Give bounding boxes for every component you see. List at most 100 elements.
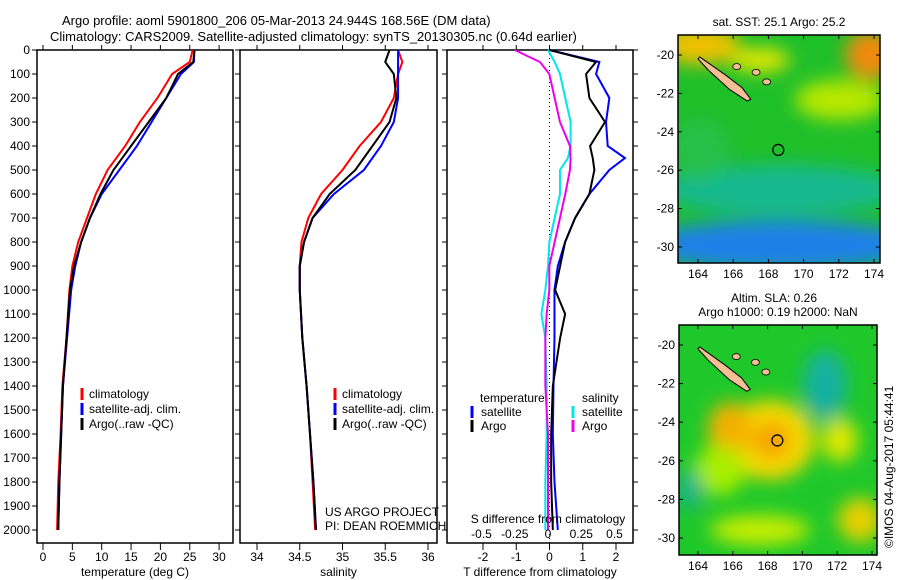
y-tick-label: 500 — [10, 163, 30, 177]
y-tick-label: 2000 — [3, 523, 30, 537]
sla-map-title: Altim. SLA: 0.26 — [731, 291, 817, 305]
profile-line-argo-raw-qc- — [57, 49, 196, 531]
diff-line-s-argo — [514, 49, 572, 530]
pi-label: PI: DEAN ROEMMICH — [325, 519, 446, 533]
y-tick-label: 1400 — [3, 379, 30, 393]
s-tick-label: -0.5 — [471, 527, 492, 541]
y-tick-label: 0 — [23, 43, 30, 57]
x-tick-label: 0 — [546, 550, 553, 564]
map-lat-label: -30 — [658, 531, 676, 545]
map-lon-label: 164 — [688, 559, 708, 573]
x-tick-label: 36 — [421, 550, 435, 564]
project-label: US ARGO PROJECT — [325, 505, 440, 519]
diff-line-s-satellite — [540, 49, 572, 530]
x-axis-label: temperature (deg C) — [81, 565, 189, 579]
title-line-2: Climatology: CARS2009. Satellite-adjuste… — [50, 29, 577, 44]
s-tick-label: 0 — [545, 527, 552, 541]
profile-line-satellite-adj-clim- — [298, 50, 400, 531]
map-lat-label: -30 — [657, 240, 675, 254]
legend-entry: Argo — [582, 419, 608, 433]
x-tick-label: 34.5 — [288, 550, 312, 564]
legend-entry: satellite — [582, 405, 623, 419]
map-lat-label: -28 — [657, 202, 675, 216]
map-lat-label: -26 — [658, 454, 676, 468]
legend-entry: satellite-adj. clim. — [89, 402, 181, 416]
island — [751, 358, 760, 366]
island — [751, 68, 761, 76]
map-color-region — [730, 48, 790, 72]
x-axis-label: salinity — [320, 565, 357, 579]
x-tick-label: -2 — [478, 550, 489, 564]
legend-entry: Argo(..raw -QC) — [342, 417, 427, 431]
x-tick-label: 20 — [154, 550, 168, 564]
legend-entry: satellite — [481, 405, 522, 419]
map-field-sla-map — [679, 325, 877, 555]
map-color-region — [678, 220, 880, 263]
map-color-region — [708, 402, 752, 458]
y-tick-label: 600 — [10, 187, 30, 201]
map-lon-label: 168 — [758, 267, 778, 281]
sla-map-subtitle: Argo h1000: 0.19 h2000: NaN — [698, 305, 857, 319]
map-lat-label: -26 — [657, 163, 675, 177]
new-caledonia-land — [697, 56, 752, 102]
island — [731, 353, 741, 360]
x-tick-label: 25 — [183, 550, 197, 564]
map-lon-label: 174 — [862, 559, 882, 573]
island — [732, 63, 742, 70]
y-tick-label: 700 — [10, 211, 30, 225]
profile-line-argo-raw-qc- — [298, 49, 398, 531]
map-lon-label: 166 — [723, 559, 743, 573]
map-lon-label: 170 — [792, 559, 812, 573]
map-lon-label: 174 — [864, 267, 884, 281]
legend-entry: Argo — [481, 419, 507, 433]
map-color-region — [710, 515, 810, 545]
x-tick-label: 30 — [212, 550, 226, 564]
map-lat-label: -22 — [658, 377, 676, 391]
island — [761, 368, 771, 376]
map-color-blobs — [679, 350, 877, 545]
map-color-region — [822, 418, 858, 462]
map-color-region — [679, 470, 702, 510]
s-tick-label: -0.25 — [501, 527, 529, 541]
x-tick-label: 0 — [40, 550, 47, 564]
map-color-region — [845, 35, 880, 80]
map-lon-label: 172 — [827, 559, 847, 573]
new-caledonia-land — [697, 346, 751, 392]
map-color-region — [838, 498, 877, 542]
s-tick-label: 0.25 — [570, 527, 594, 541]
map-color-region — [678, 35, 740, 65]
y-tick-label: 1500 — [3, 403, 30, 417]
y-tick-label: 1100 — [4, 307, 30, 321]
x-tick-label: 5 — [69, 550, 76, 564]
map-lat-label: -22 — [657, 86, 675, 100]
map-lon-label: 164 — [688, 267, 708, 281]
map-color-region — [795, 80, 880, 120]
map-lat-label: -20 — [658, 338, 676, 352]
y-tick-label: 900 — [10, 259, 30, 273]
profile-line-satellite-adj-clim- — [57, 49, 196, 531]
map-lat-label: -28 — [658, 492, 676, 506]
argo-position-marker — [772, 143, 785, 157]
legend-entry: satellite-adj. clim. — [342, 402, 434, 416]
map-color-blobs — [678, 35, 880, 263]
map-lat-label: -24 — [657, 125, 675, 139]
y-tick-label: 1700 — [3, 451, 30, 465]
map-color-region — [678, 165, 880, 215]
x-tick-label: 35 — [336, 550, 350, 564]
y-tick-label: 1200 — [3, 331, 30, 345]
map-lon-label: 168 — [758, 559, 778, 573]
diff-line-t-argo — [549, 49, 607, 531]
x-tick-label: 35.5 — [374, 550, 398, 564]
x-tick-label: 15 — [124, 550, 138, 564]
map-field-sst-map — [678, 35, 880, 263]
island — [762, 78, 772, 86]
sst-map-title: sat. SST: 25.1 Argo: 25.2 — [713, 15, 846, 29]
title-line-1: Argo profile: aoml 5901800_206 05-Mar-20… — [62, 13, 491, 28]
legend-entry: climatology — [89, 387, 149, 401]
y-tick-label: 200 — [10, 91, 30, 105]
x-tick-label: 10 — [95, 550, 109, 564]
panel-frame-temperature — [36, 49, 234, 544]
legend-title-salinity: salinity — [582, 391, 619, 405]
